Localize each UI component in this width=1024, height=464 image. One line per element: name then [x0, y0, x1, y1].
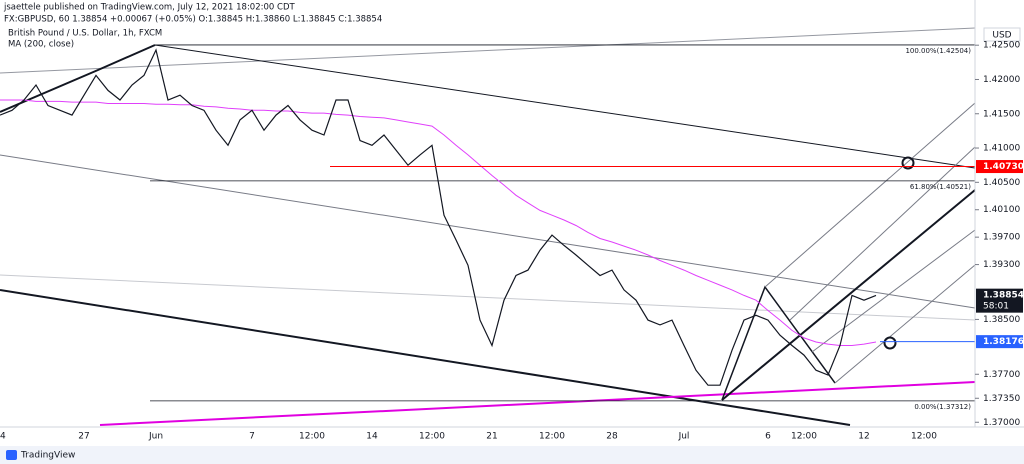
- pitchfork-line: [789, 146, 976, 321]
- y-tick-label: 1.42500: [983, 41, 1020, 51]
- y-tick-label: 1.37700: [983, 370, 1020, 380]
- x-tick-label: 12:00: [419, 432, 445, 442]
- trend-line: [0, 27, 976, 74]
- fib-label: 61.80%(1.40521): [910, 183, 971, 191]
- plot: [0, 27, 976, 426]
- countdown: 58:01: [983, 302, 1009, 312]
- y-tick-label: 1.41000: [983, 144, 1020, 154]
- x-tick-label: 12:00: [911, 432, 937, 442]
- x-tick-label: 12:00: [299, 432, 325, 442]
- legend-entry: MA (200, close): [8, 40, 74, 50]
- trend-line: [0, 274, 976, 321]
- y-tick-label: 1.37000: [983, 418, 1020, 428]
- y-tick-label: 1.42000: [983, 75, 1020, 85]
- footer-bar: [0, 446, 1024, 464]
- ma-line: [0, 99, 877, 346]
- x-tick-label: Jun: [148, 432, 163, 442]
- fib-label: 0.00%(1.37312): [914, 403, 971, 411]
- y-tick-label: 1.37350: [983, 394, 1020, 404]
- y-tick-label: 1.39700: [983, 233, 1020, 243]
- circle-marker: [901, 156, 915, 170]
- currency-box: [983, 27, 1021, 42]
- quote: FX:GBPUSD, 60 1.38854 +0.00067 (+0.05%) …: [4, 15, 382, 25]
- price-label-box: [976, 335, 1023, 349]
- x-tick-label: 27: [78, 432, 89, 442]
- x-tick-label: 12:00: [791, 432, 817, 442]
- footer-brand: TradingView: [20, 451, 75, 461]
- x-tick-label: 6: [765, 432, 771, 442]
- chart-title: British Pound / U.S. Dollar, 1h, FXCM: [8, 29, 162, 39]
- y-tick-label: 1.40100: [983, 205, 1020, 215]
- pitchfork-line: [811, 229, 976, 353]
- pitchfork-line: [834, 264, 976, 384]
- fib-label: 100.00%(1.42504): [905, 47, 971, 55]
- publisher: jsaettele published on TradingView.com, …: [3, 3, 295, 13]
- x-tick-label: 21: [486, 432, 497, 442]
- y-tick-label: 1.41500: [983, 109, 1020, 119]
- trend-line: [0, 44, 156, 113]
- logo: [6, 450, 17, 460]
- price-label-box: [976, 160, 1023, 174]
- y-tick-label: 1.40500: [983, 178, 1020, 188]
- price-label: 1.40730: [983, 162, 1024, 172]
- currency: USD: [992, 31, 1011, 41]
- trend-line: [99, 381, 976, 426]
- x-tick-label: 12:00: [539, 432, 565, 442]
- trend-line: [154, 44, 976, 169]
- x-tick-label: 7: [249, 432, 255, 442]
- price-label-box: [976, 288, 1023, 313]
- y-tick-label: 1.38500: [983, 315, 1020, 325]
- x-tick-label: 12: [858, 432, 869, 442]
- circle-marker: [883, 336, 897, 350]
- price-line: [0, 48, 877, 386]
- pitchfork-line: [764, 102, 976, 288]
- x-tick-label: 24: [0, 432, 6, 442]
- trend-line: [0, 289, 851, 426]
- pitchfork-median: [721, 189, 976, 401]
- price-label: 1.38854: [983, 291, 1024, 301]
- x-tick-label: Jul: [678, 432, 690, 442]
- y-tick-label: 1.39300: [983, 260, 1020, 270]
- price-label: 1.38176: [983, 337, 1024, 347]
- x-tick-label: 14: [366, 432, 378, 442]
- x-tick-label: 28: [606, 432, 618, 442]
